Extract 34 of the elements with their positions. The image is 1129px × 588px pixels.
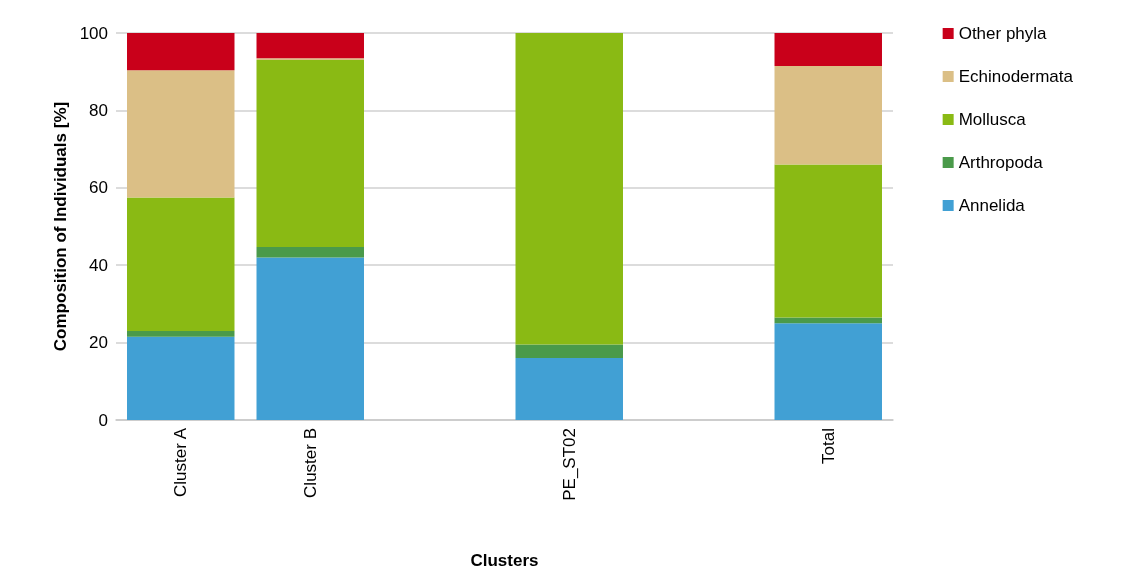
bar [127,33,235,71]
y-tick-label: 40 [89,255,108,275]
legend-label: Annelida [958,196,1026,215]
x-tick-label: Cluster B [300,428,320,498]
bar [127,70,235,198]
legend-label: Echinodermata [958,67,1074,86]
bar [127,197,235,331]
x-tick-label: Cluster A [171,427,191,497]
y-tick-label: 100 [79,23,108,43]
bar [774,65,882,165]
y-tick-label: 20 [89,333,108,353]
legend-label: Arthropoda [958,153,1044,172]
bar [515,358,623,420]
x-axis-title: Clusters [470,551,539,570]
bar [127,336,235,420]
bar [256,257,364,420]
legend-label: Mollusca [958,110,1027,129]
legend-label: Other phyla [958,24,1048,43]
bar [256,60,364,248]
bar [256,33,364,59]
y-tick-label: 60 [89,178,108,198]
bar [515,33,623,345]
bar [256,247,364,258]
bar [774,317,882,324]
y-tick-label: 0 [98,410,108,430]
bar [127,330,235,337]
bar [774,323,882,420]
y-tick-label: 80 [89,100,108,120]
x-tick-label: Total [818,428,838,464]
y-axis-title: Composition of Individuals [%] [50,101,70,352]
bar [774,164,882,318]
bar [774,33,882,66]
bar [515,344,623,359]
x-tick-label: PE_ST02 [559,428,579,501]
